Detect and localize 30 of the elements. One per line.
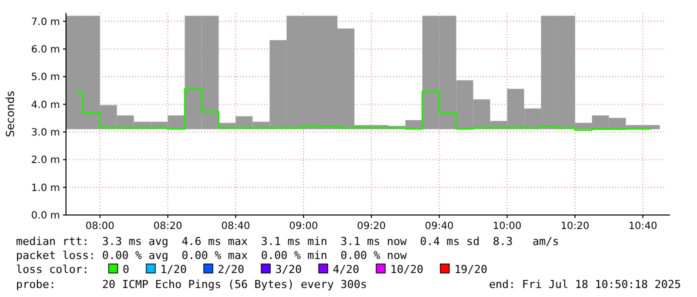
legend-label: 4/20 — [332, 263, 360, 276]
y-tick-label: 3.0 m — [31, 127, 60, 138]
legend-label: 10/20 — [390, 263, 424, 276]
y-tick-label: 5.0 m — [31, 72, 60, 84]
legend-label: 3/20 — [275, 263, 302, 276]
x-tick-label: 10:00 — [492, 221, 522, 232]
legend-label: 19/20 — [454, 263, 488, 276]
y-tick-label: 7.0 m — [31, 16, 60, 28]
y-tick-label: 2.0 m — [31, 155, 60, 166]
legend-label: 1/20 — [160, 263, 187, 276]
text: packet loss: 0.00 % avg 0.00 % max 0.00 % min 0.00 % now — [16, 249, 408, 262]
x-tick-label: 08:00 — [86, 221, 114, 232]
y-tick-label: 6.0 m — [31, 44, 60, 56]
x-tick-label: 09:40 — [424, 221, 454, 232]
text: median rtt: 3.3 ms avg 4.6 ms max 3.1 ms min 3.1 ms now 0.4 ms sd 8.3 am/s — [16, 235, 560, 248]
text: probe: 20 ICMP Echo Pings (56 Bytes) every 300s — [16, 278, 367, 291]
y-axis-title: Seconds — [4, 90, 17, 138]
y-tick-label: 1.0 m — [31, 182, 60, 194]
y-tick-label: 4.0 m — [31, 100, 60, 111]
text: end: Fri Jul 18 10:50:18 2025 — [488, 278, 681, 291]
y-tick-label: 0.0 m — [31, 210, 60, 222]
x-tick-label: 09:20 — [356, 221, 386, 232]
legend-label: 2/20 — [218, 263, 244, 276]
legend-label: 0 — [122, 263, 130, 276]
x-tick-label: 10:40 — [628, 221, 658, 232]
x-tick-label: 09:00 — [289, 221, 318, 232]
x-tick-label: 08:20 — [153, 221, 182, 232]
legend-title: loss color: — [16, 263, 89, 276]
x-tick-label: 10:20 — [560, 221, 590, 232]
x-tick-label: 08:40 — [221, 221, 250, 232]
